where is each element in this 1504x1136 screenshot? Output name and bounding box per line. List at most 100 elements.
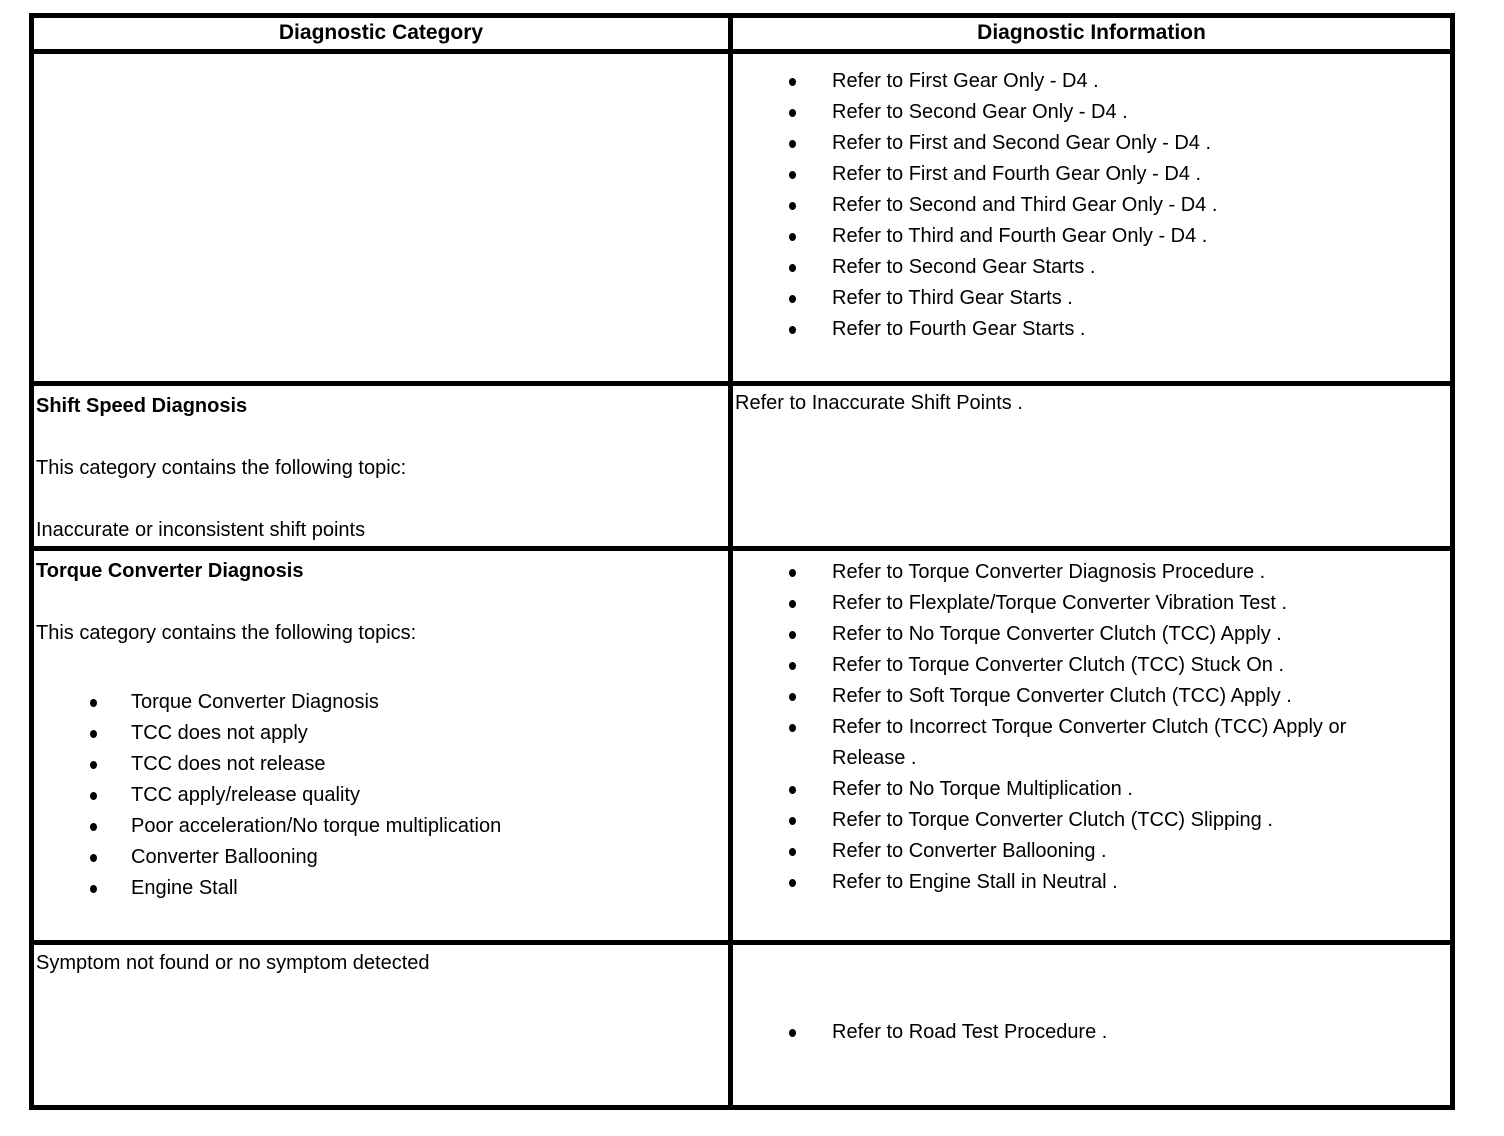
bullet-icon (789, 264, 796, 272)
bullet-item: Torque Converter Diagnosis (34, 687, 728, 718)
bullet-item: Refer to Incorrect Torque Converter Clut… (733, 712, 1450, 774)
bullet-item: TCC does not release (34, 749, 728, 780)
information-cell-road-test: Refer to Road Test Procedure . (728, 940, 1455, 1110)
bullet-item: Refer to Soft Torque Converter Clutch (T… (733, 681, 1450, 712)
bullet-text: Refer to Torque Converter Clutch (TCC) S… (832, 809, 1273, 831)
category-title: Shift Speed Diagnosis (36, 395, 248, 417)
bullet-text: Refer to Second Gear Starts . (832, 256, 1096, 278)
bullet-text: Refer to Converter Ballooning . (832, 840, 1107, 862)
bullet-text: Refer to Torque Converter Clutch (TCC) S… (832, 654, 1285, 676)
bullet-item: Converter Ballooning (34, 842, 728, 873)
bullet-item: Refer to No Torque Multiplication . (733, 774, 1450, 805)
bullet-text: Converter Ballooning (131, 846, 318, 868)
bullet-text: Refer to No Torque Multiplication . (832, 778, 1133, 800)
bullet-item: Refer to Second Gear Starts . (733, 252, 1450, 283)
bullet-text: TCC does not apply (131, 722, 308, 744)
bullet-icon (90, 854, 97, 862)
bullet-text: Refer to Engine Stall in Neutral . (832, 871, 1118, 893)
bullet-item: Refer to Third and Fourth Gear Only - D4… (733, 221, 1450, 252)
bullet-item: Refer to Engine Stall in Neutral . (733, 867, 1450, 898)
bullet-item: Refer to Converter Ballooning . (733, 836, 1450, 867)
bullet-text: Refer to Second and Third Gear Only - D4… (832, 194, 1218, 216)
bullet-text: Refer to Road Test Procedure . (832, 1021, 1108, 1043)
bullet-icon (789, 662, 796, 670)
bullet-text: Refer to No Torque Converter Clutch (TCC… (832, 623, 1282, 645)
bullet-text: Refer to First and Fourth Gear Only - D4… (832, 163, 1202, 185)
category-title: Torque Converter Diagnosis (36, 560, 304, 582)
category-cell-symptom-not-found: Symptom not found or no symptom detected (29, 940, 733, 1110)
bullet-icon (90, 885, 97, 893)
column-header-diagnostic-information: Diagnostic Information (728, 13, 1455, 54)
bullet-item: Refer to Second and Third Gear Only - D4… (733, 190, 1450, 221)
information-cell-shift-speed: Refer to Inaccurate Shift Points . (728, 381, 1455, 551)
bullet-item: Refer to First and Fourth Gear Only - D4… (733, 159, 1450, 190)
bullet-item: Refer to Third Gear Starts . (733, 283, 1450, 314)
bullet-text: Refer to Incorrect Torque Converter Clut… (832, 716, 1347, 769)
bullet-item: Refer to No Torque Converter Clutch (TCC… (733, 619, 1450, 650)
bullet-icon (789, 600, 796, 608)
category-cell-empty (29, 49, 733, 386)
bullet-icon (789, 295, 796, 303)
bullet-icon (789, 1029, 796, 1037)
bullet-item: Refer to Road Test Procedure . (733, 1017, 1450, 1048)
bullet-text: Refer to Soft Torque Converter Clutch (T… (832, 685, 1292, 707)
bullet-text: Poor acceleration/No torque multiplicati… (131, 815, 502, 837)
bullet-text: Refer to Third and Fourth Gear Only - D4… (832, 225, 1208, 247)
bullet-item: Refer to First and Second Gear Only - D4… (733, 128, 1450, 159)
bullet-icon (90, 792, 97, 800)
bullet-text: Refer to Third Gear Starts . (832, 287, 1073, 309)
diagnostic-table: Diagnostic Category Diagnostic Informati… (29, 13, 1455, 1110)
bullet-icon (789, 171, 796, 179)
bullet-icon (789, 848, 796, 856)
category-cell-torque-converter: Torque Converter Diagnosis This category… (29, 546, 733, 945)
info-bullet-list: Refer to Road Test Procedure . (733, 945, 1450, 1048)
info-text: Refer to Inaccurate Shift Points . (735, 392, 1023, 414)
bullet-icon (789, 140, 796, 148)
category-intro: This category contains the following top… (36, 622, 417, 644)
bullet-item: TCC does not apply (34, 718, 728, 749)
bullet-icon (789, 693, 796, 701)
info-bullet-list: Refer to Torque Converter Diagnosis Proc… (733, 551, 1450, 898)
bullet-icon (789, 631, 796, 639)
table-row-torque-converter-diagnosis: Torque Converter Diagnosis This category… (29, 546, 1455, 945)
bullet-icon (789, 724, 796, 732)
column-header-diagnostic-category: Diagnostic Category (29, 13, 733, 54)
bullet-icon (789, 202, 796, 210)
bullet-icon (789, 78, 796, 86)
category-topic: Inaccurate or inconsistent shift points (36, 519, 366, 541)
category-topic-list: Torque Converter Diagnosis TCC does not … (34, 687, 728, 904)
table-row-gear-diagnosis-continued: Refer to First Gear Only - D4 . Refer to… (29, 49, 1455, 386)
bullet-item: Refer to First Gear Only - D4 . (733, 66, 1450, 97)
category-cell-shift-speed: Shift Speed Diagnosis This category cont… (29, 381, 733, 551)
info-bullet-list: Refer to First Gear Only - D4 . Refer to… (733, 54, 1450, 345)
bullet-text: Engine Stall (131, 877, 238, 899)
bullet-icon (789, 879, 796, 887)
category-text: Symptom not found or no symptom detected (36, 952, 430, 974)
header-row: Diagnostic Category Diagnostic Informati… (29, 13, 1455, 54)
bullet-text: Refer to Second Gear Only - D4 . (832, 101, 1128, 123)
bullet-text: Refer to Flexplate/Torque Converter Vibr… (832, 592, 1288, 614)
bullet-item: Poor acceleration/No torque multiplicati… (34, 811, 728, 842)
bullet-item: Refer to Fourth Gear Starts . (733, 314, 1450, 345)
bullet-text: Torque Converter Diagnosis (131, 691, 379, 713)
bullet-item: Refer to Flexplate/Torque Converter Vibr… (733, 588, 1450, 619)
bullet-item: Refer to Torque Converter Clutch (TCC) S… (733, 650, 1450, 681)
bullet-icon (789, 326, 796, 334)
bullet-icon (789, 569, 796, 577)
table-row-symptom-not-found: Symptom not found or no symptom detected… (29, 940, 1455, 1110)
bullet-item: TCC apply/release quality (34, 780, 728, 811)
bullet-text: Refer to First Gear Only - D4 . (832, 70, 1099, 92)
bullet-text: Refer to Torque Converter Diagnosis Proc… (832, 561, 1266, 583)
bullet-text: Refer to First and Second Gear Only - D4… (832, 132, 1212, 154)
information-cell-torque-converter: Refer to Torque Converter Diagnosis Proc… (728, 546, 1455, 945)
bullet-icon (789, 786, 796, 794)
bullet-icon (789, 233, 796, 241)
bullet-icon (90, 761, 97, 769)
table-row-shift-speed-diagnosis: Shift Speed Diagnosis This category cont… (29, 381, 1455, 551)
bullet-icon (90, 730, 97, 738)
bullet-text: Refer to Fourth Gear Starts . (832, 318, 1086, 340)
bullet-item: Refer to Torque Converter Clutch (TCC) S… (733, 805, 1450, 836)
bullet-icon (90, 823, 97, 831)
bullet-text: TCC apply/release quality (131, 784, 360, 806)
